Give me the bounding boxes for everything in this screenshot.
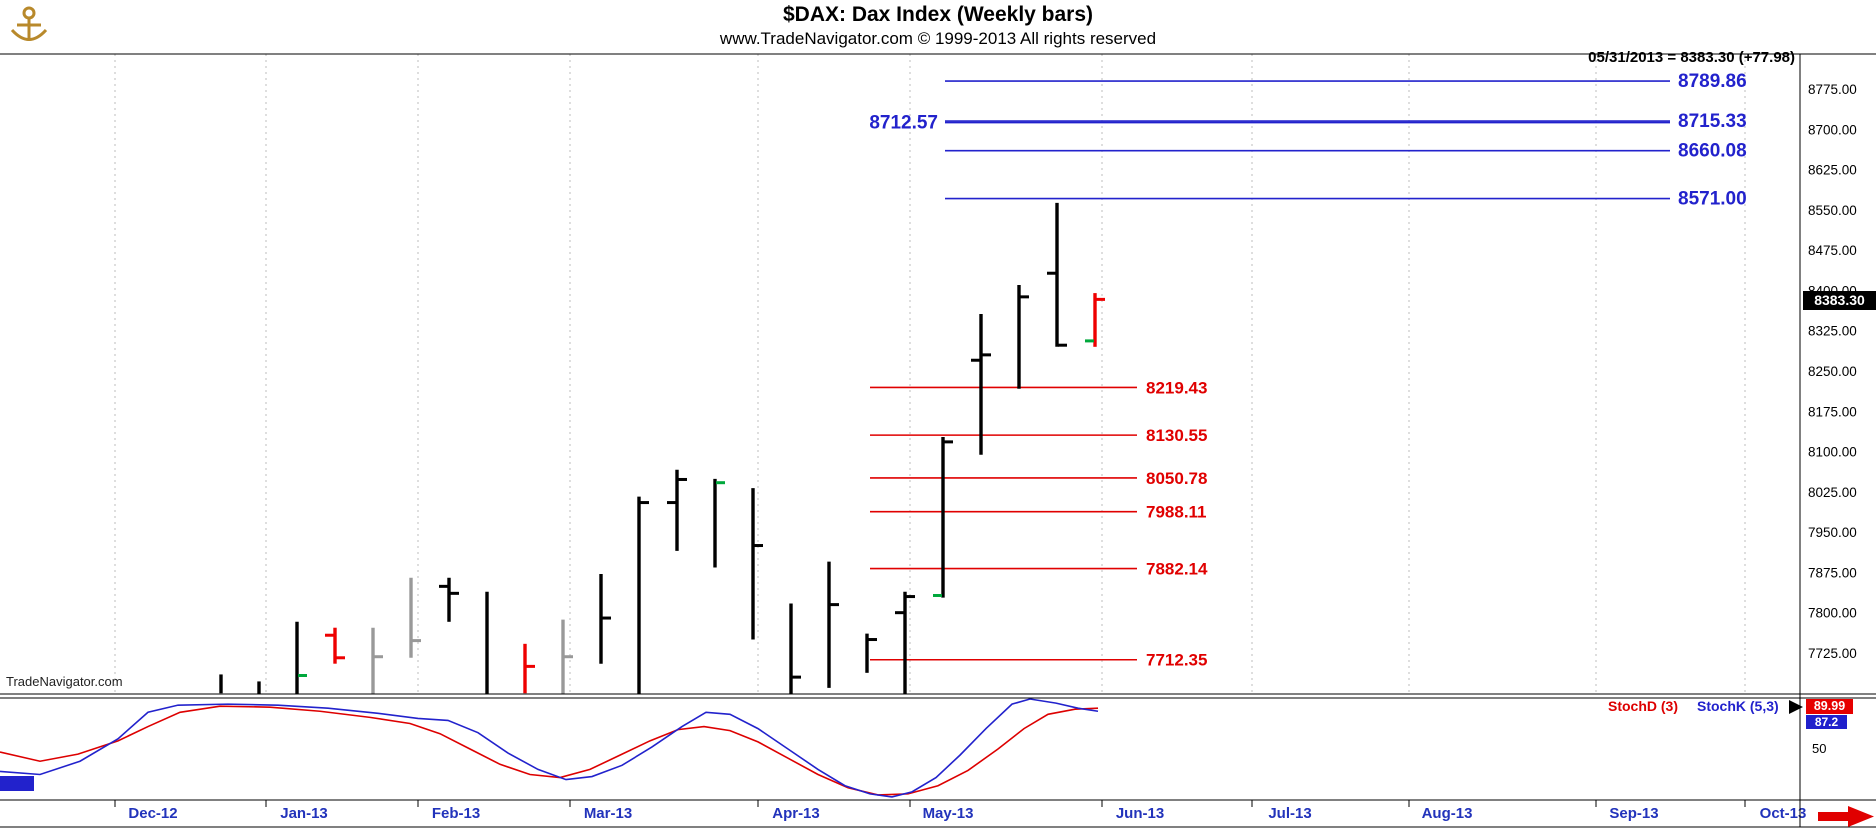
price-axis-label: 7950.00	[1808, 525, 1857, 540]
month-axis-label: Jan-13	[280, 805, 328, 822]
month-axis-label: Mar-13	[584, 805, 632, 822]
price-axis-label: 8475.00	[1808, 243, 1857, 258]
price-axis-label: 8250.00	[1808, 364, 1857, 379]
anchor-logo-icon	[10, 28, 48, 41]
price-axis-label: 7800.00	[1808, 606, 1857, 621]
month-axis-label: Feb-13	[432, 805, 480, 822]
resistance-price-label: 8712.57	[869, 113, 938, 134]
last-price-badge: 8383.30	[1803, 291, 1876, 310]
price-axis-label: 8325.00	[1808, 324, 1857, 339]
stoch-k-line	[0, 698, 1099, 798]
indicator-start-marker	[0, 776, 34, 791]
price-axis-label: 8775.00	[1808, 82, 1857, 97]
chart-title: $DAX: Dax Index (Weekly bars)	[782, 3, 1094, 26]
stoch-axis-50-label: 50	[1812, 741, 1827, 756]
price-axis-label: 8100.00	[1808, 445, 1857, 460]
resistance-price-label: 8571.00	[1678, 189, 1747, 210]
scroll-right-arrow-icon[interactable]	[1818, 806, 1874, 827]
watermark-text: TradeNavigator.com	[6, 674, 123, 689]
chart-subtitle: www.TradeNavigator.com © 1999-2013 All r…	[719, 29, 1157, 48]
support-price-label: 7988.11	[1146, 503, 1207, 522]
resistance-price-label: 8789.86	[1678, 71, 1747, 92]
month-axis-label: Oct-13	[1760, 805, 1807, 822]
month-axis-label: Apr-13	[772, 805, 820, 822]
month-axis-label: Aug-13	[1422, 805, 1473, 822]
indicator-pointer-arrow-icon	[1789, 700, 1803, 714]
price-axis-label: 8175.00	[1808, 404, 1857, 419]
support-price-label: 8130.55	[1146, 426, 1207, 445]
resistance-price-label: 8660.08	[1678, 141, 1747, 162]
month-axis-label: May-13	[923, 805, 974, 822]
support-price-label: 8050.78	[1146, 469, 1207, 488]
price-axis-label: 7875.00	[1808, 565, 1857, 580]
price-axis-label: 7725.00	[1808, 646, 1857, 661]
month-axis-label: Jun-13	[1116, 805, 1164, 822]
price-axis-label: 8700.00	[1808, 122, 1857, 137]
stoch-k-label: StochK (5,3)	[1697, 698, 1779, 714]
price-axis-label: 8550.00	[1808, 203, 1857, 218]
stoch-d-label: StochD (3)	[1608, 698, 1678, 714]
stoch-d-value-badge: 89.99	[1806, 699, 1853, 714]
support-price-label: 7882.14	[1146, 560, 1208, 579]
price-axis-label: 8025.00	[1808, 485, 1857, 500]
support-price-label: 8219.43	[1146, 378, 1207, 397]
month-axis-label: Sep-13	[1609, 805, 1658, 822]
resistance-price-label: 8715.33	[1678, 111, 1747, 132]
last-quote-readout: 05/31/2013 = 8383.30 (+77.98)	[1588, 49, 1795, 66]
month-axis-label: Jul-13	[1268, 805, 1311, 822]
month-axis-label: Dec-12	[128, 805, 177, 822]
support-price-label: 7712.35	[1146, 651, 1207, 670]
stoch-d-line	[0, 705, 1099, 796]
price-axis-label: 8625.00	[1808, 163, 1857, 178]
stoch-k-value-badge: 87.2	[1806, 715, 1847, 729]
